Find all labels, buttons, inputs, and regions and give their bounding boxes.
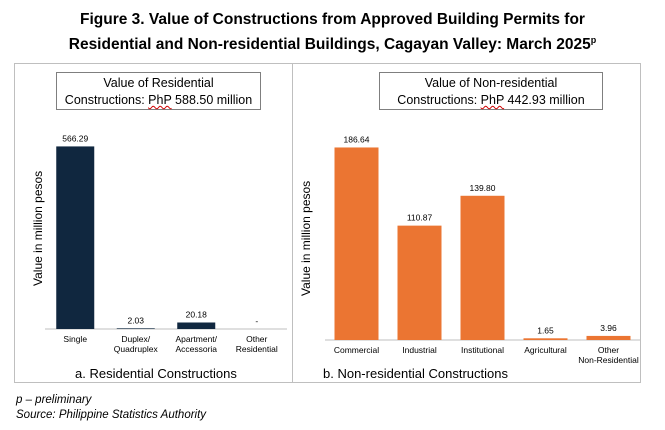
figure-title-line2: Residential and Non-residential Building… <box>0 30 665 55</box>
residential-category-label-other-residential: Other <box>246 334 267 344</box>
residential-category-label-duplex-quadruplex-line2: Quadruplex <box>114 344 159 354</box>
non-residential-value-label-commercial: 186.64 <box>344 134 370 144</box>
residential-category-label-other-residential-line2: Residential <box>236 344 278 354</box>
non-residential-category-label-commercial: Commercial <box>334 345 379 355</box>
non-residential-summary-amount: 442.93 million <box>504 93 585 107</box>
non-residential-bar-chart: 186.64 Commercial 110.87 Industrial 139.80 In… <box>325 134 640 365</box>
non-residential-category-label-industrial: Industrial <box>402 345 437 355</box>
residential-category-label-apartment-accessoria: Apartment/ <box>175 334 217 344</box>
non-residential-caption: b. Non-residential Constructions <box>323 366 508 381</box>
non-residential-summary-line1: Value of Non-residential <box>424 76 558 90</box>
residential-bar-apartment-accessoria <box>177 322 216 329</box>
residential-summary-currency: PhP <box>148 93 172 107</box>
residential-bar-single <box>56 146 95 329</box>
residential-summary-line1: Value of Residential <box>103 76 214 90</box>
non-residential-summary-line2: Constructions: PhP 442.93 million <box>380 92 602 109</box>
residential-chart-panel: Value of Residential Constructions: PhP … <box>14 63 293 383</box>
non-residential-category-label-institutional: Institutional <box>461 345 504 355</box>
non-residential-bar-commercial <box>334 147 379 340</box>
residential-bar-chart: 566.29 Single 2.03 Duplex/Quadruplex 20.18 Ap… <box>45 133 287 354</box>
non-residential-bar-agricultural <box>523 338 568 340</box>
residential-value-label-duplex-quadruplex: 2.03 <box>127 315 144 325</box>
footnote-preliminary: p – preliminary <box>16 394 92 406</box>
residential-value-label-single: 566.29 <box>62 133 88 143</box>
residential-category-label-single: Single <box>63 334 87 344</box>
non-residential-value-label-agricultural: 1.65 <box>537 325 554 335</box>
residential-category-label-duplex-quadruplex: Duplex/ <box>121 334 150 344</box>
non-residential-summary-currency: PhP <box>480 93 505 107</box>
residential-summary-prefix: Constructions: <box>64 93 149 107</box>
figure-title-line1: Figure 3. Value of Constructions from Ap… <box>80 11 585 28</box>
non-residential-category-label-other-non-residential: Other <box>598 345 619 355</box>
non-residential-summary-prefix: Constructions: <box>397 93 481 107</box>
non-residential-chart-panel: Value of Non-residential Constructions: … <box>292 63 641 383</box>
residential-category-label-apartment-accessoria-line2: Accessoria <box>175 344 217 354</box>
non-residential-bar-institutional <box>460 195 505 340</box>
non-residential-value-label-industrial: 110.87 <box>407 213 433 223</box>
residential-value-label-other-residential: - <box>255 316 258 326</box>
non-residential-value-label-institutional: 139.80 <box>470 183 496 193</box>
figure-title-superscript: p <box>590 35 597 45</box>
footnote-source: Source: Philippine Statistics Authority <box>16 409 207 421</box>
non-residential-bar-industrial <box>397 225 442 340</box>
residential-caption: a. Residential Constructions <box>75 366 237 381</box>
figure-title: Figure 3. Value of Constructions from Ap… <box>0 10 665 55</box>
residential-summary-amount: 588.50 million <box>171 93 253 107</box>
non-residential-category-label-other-non-residential-line2: Non-Residential <box>578 355 639 365</box>
figure-title-line2-text: Residential and Non-residential Building… <box>68 36 591 54</box>
residential-value-label-apartment-accessoria: 20.18 <box>186 309 208 319</box>
residential-summary-box: Value of Residential Constructions: PhP … <box>56 72 261 110</box>
non-residential-bar-other-non-residential <box>586 335 631 340</box>
residential-summary-line2: Constructions: PhP 588.50 million <box>57 92 260 109</box>
non-residential-value-label-other-non-residential: 3.96 <box>600 323 617 333</box>
non-residential-summary-box: Value of Non-residential Constructions: … <box>379 72 603 110</box>
residential-bar-duplex-quadruplex <box>116 328 155 329</box>
non-residential-category-label-agricultural: Agricultural <box>524 345 567 355</box>
